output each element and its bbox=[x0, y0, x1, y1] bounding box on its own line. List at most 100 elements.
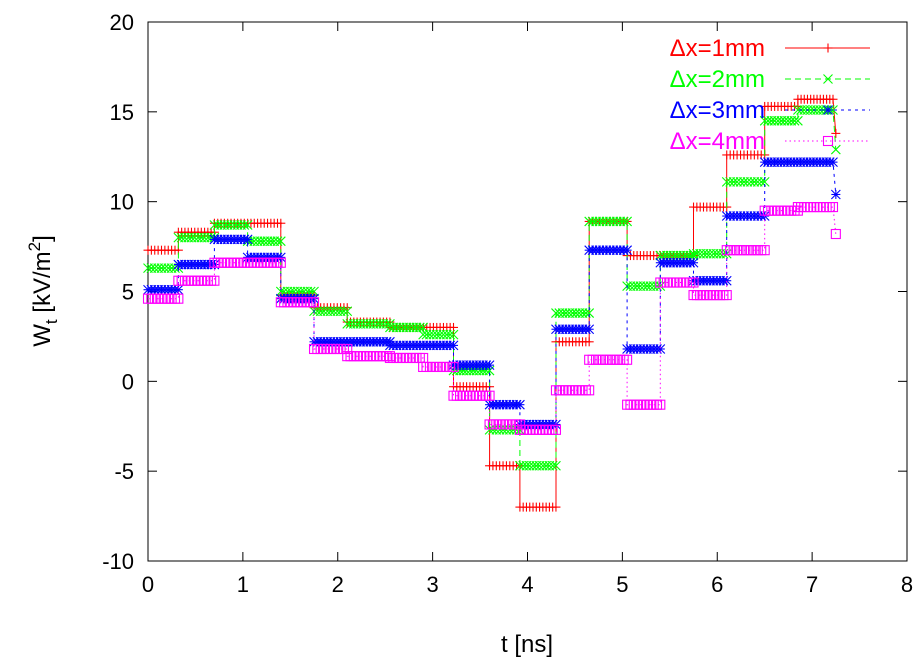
data-point bbox=[222, 257, 233, 268]
data-point bbox=[618, 216, 629, 227]
data-point bbox=[749, 177, 760, 187]
data-point bbox=[688, 277, 699, 288]
data-point bbox=[827, 202, 839, 213]
data-point bbox=[551, 460, 561, 471]
x-tick-label: 4 bbox=[521, 572, 533, 597]
data-point bbox=[276, 218, 286, 228]
series-4 bbox=[142, 202, 841, 435]
data-point bbox=[823, 43, 833, 53]
x-tick-label: 7 bbox=[806, 572, 818, 597]
data-point bbox=[828, 157, 838, 168]
data-point bbox=[742, 177, 753, 187]
y-tick-label: 0 bbox=[122, 369, 134, 394]
y-axis-label-sub: t bbox=[42, 319, 61, 324]
data-point bbox=[752, 177, 763, 187]
data-point bbox=[830, 189, 841, 200]
data-point bbox=[830, 228, 841, 240]
series-markers bbox=[143, 105, 841, 471]
data-point bbox=[732, 177, 742, 187]
data-point bbox=[725, 177, 736, 187]
legend: Δx=1mm Δx=2mm Δx=3mm Δx=4mm bbox=[670, 35, 870, 155]
y-axis-label-unit: [kV/m bbox=[29, 251, 56, 319]
data-point bbox=[759, 177, 770, 187]
y-axis-label-main: W bbox=[29, 324, 56, 347]
data-point bbox=[242, 220, 253, 230]
data-point bbox=[823, 74, 833, 84]
data-point bbox=[793, 115, 803, 126]
series-markers bbox=[142, 202, 841, 435]
data-point bbox=[445, 329, 456, 340]
data-point bbox=[342, 343, 353, 355]
legend-label: Δx=3mm bbox=[670, 97, 765, 124]
axis-ticks: 0 1 2 3 4 5 6 7 8 -10 -5 0 5 10 15 20 bbox=[102, 10, 913, 597]
data-point bbox=[735, 177, 746, 187]
data-point bbox=[828, 94, 838, 104]
data-point bbox=[598, 216, 608, 227]
data-point bbox=[584, 385, 595, 396]
data-point bbox=[622, 216, 633, 227]
x-tick-label: 6 bbox=[711, 572, 723, 597]
data-point bbox=[584, 308, 595, 318]
legend-entry: Δx=1mm bbox=[670, 35, 870, 62]
data-point bbox=[339, 306, 349, 317]
data-point bbox=[448, 361, 459, 373]
data-point bbox=[584, 337, 594, 347]
x-axis-label: t [ns] bbox=[501, 631, 553, 658]
legend-entry: Δx=4mm bbox=[670, 128, 870, 155]
x-tick-label: 2 bbox=[332, 572, 344, 597]
data-point bbox=[622, 245, 633, 256]
data-point bbox=[514, 419, 525, 430]
data-point bbox=[186, 275, 197, 286]
y-tick-label: 15 bbox=[110, 100, 134, 125]
data-point bbox=[594, 216, 605, 227]
series-2 bbox=[143, 105, 841, 471]
series-markers bbox=[143, 157, 841, 430]
series-3 bbox=[143, 157, 841, 430]
data-point bbox=[601, 216, 612, 227]
data-point bbox=[515, 399, 525, 410]
legend-entry: Δx=3mm bbox=[670, 97, 870, 124]
series-1 bbox=[143, 94, 841, 512]
data-point bbox=[604, 216, 615, 227]
data-point bbox=[358, 351, 369, 362]
data-point bbox=[574, 385, 585, 396]
data-point bbox=[591, 216, 601, 227]
data-point bbox=[828, 105, 838, 115]
data-point bbox=[275, 252, 286, 263]
series-line bbox=[148, 109, 837, 467]
data-point bbox=[615, 216, 626, 227]
y-axis-label-sup: 2 bbox=[25, 242, 44, 251]
y-tick-label: 20 bbox=[110, 10, 134, 35]
data-point bbox=[309, 293, 319, 304]
data-point bbox=[209, 275, 220, 286]
data-point bbox=[484, 360, 495, 371]
data-point bbox=[745, 177, 756, 187]
data-point bbox=[342, 306, 353, 317]
legend-label: Δx=2mm bbox=[670, 66, 765, 93]
data-point bbox=[242, 234, 253, 245]
data-point bbox=[611, 216, 622, 227]
data-point bbox=[831, 128, 841, 138]
y-tick-label: -10 bbox=[102, 549, 134, 574]
y-axis-label-close: ] bbox=[29, 235, 56, 242]
data-point bbox=[655, 344, 666, 354]
data-point bbox=[547, 460, 558, 471]
data-point bbox=[448, 329, 459, 340]
data-point bbox=[721, 290, 732, 301]
legend-label: Δx=1mm bbox=[670, 35, 765, 62]
x-tick-label: 1 bbox=[237, 572, 249, 597]
legend-entry: Δx=2mm bbox=[670, 66, 870, 93]
data-point bbox=[622, 354, 633, 365]
y-axis-label: Wt [kV/m2] bbox=[25, 235, 61, 347]
data-point bbox=[550, 424, 562, 435]
data-point bbox=[484, 390, 495, 401]
data-point bbox=[308, 297, 320, 308]
data-point bbox=[655, 281, 666, 291]
data-point bbox=[721, 177, 732, 187]
data-point bbox=[173, 293, 184, 304]
data-point bbox=[830, 144, 841, 155]
x-tick-label: 3 bbox=[427, 572, 439, 597]
data-point bbox=[551, 502, 561, 512]
data-point bbox=[275, 236, 286, 247]
